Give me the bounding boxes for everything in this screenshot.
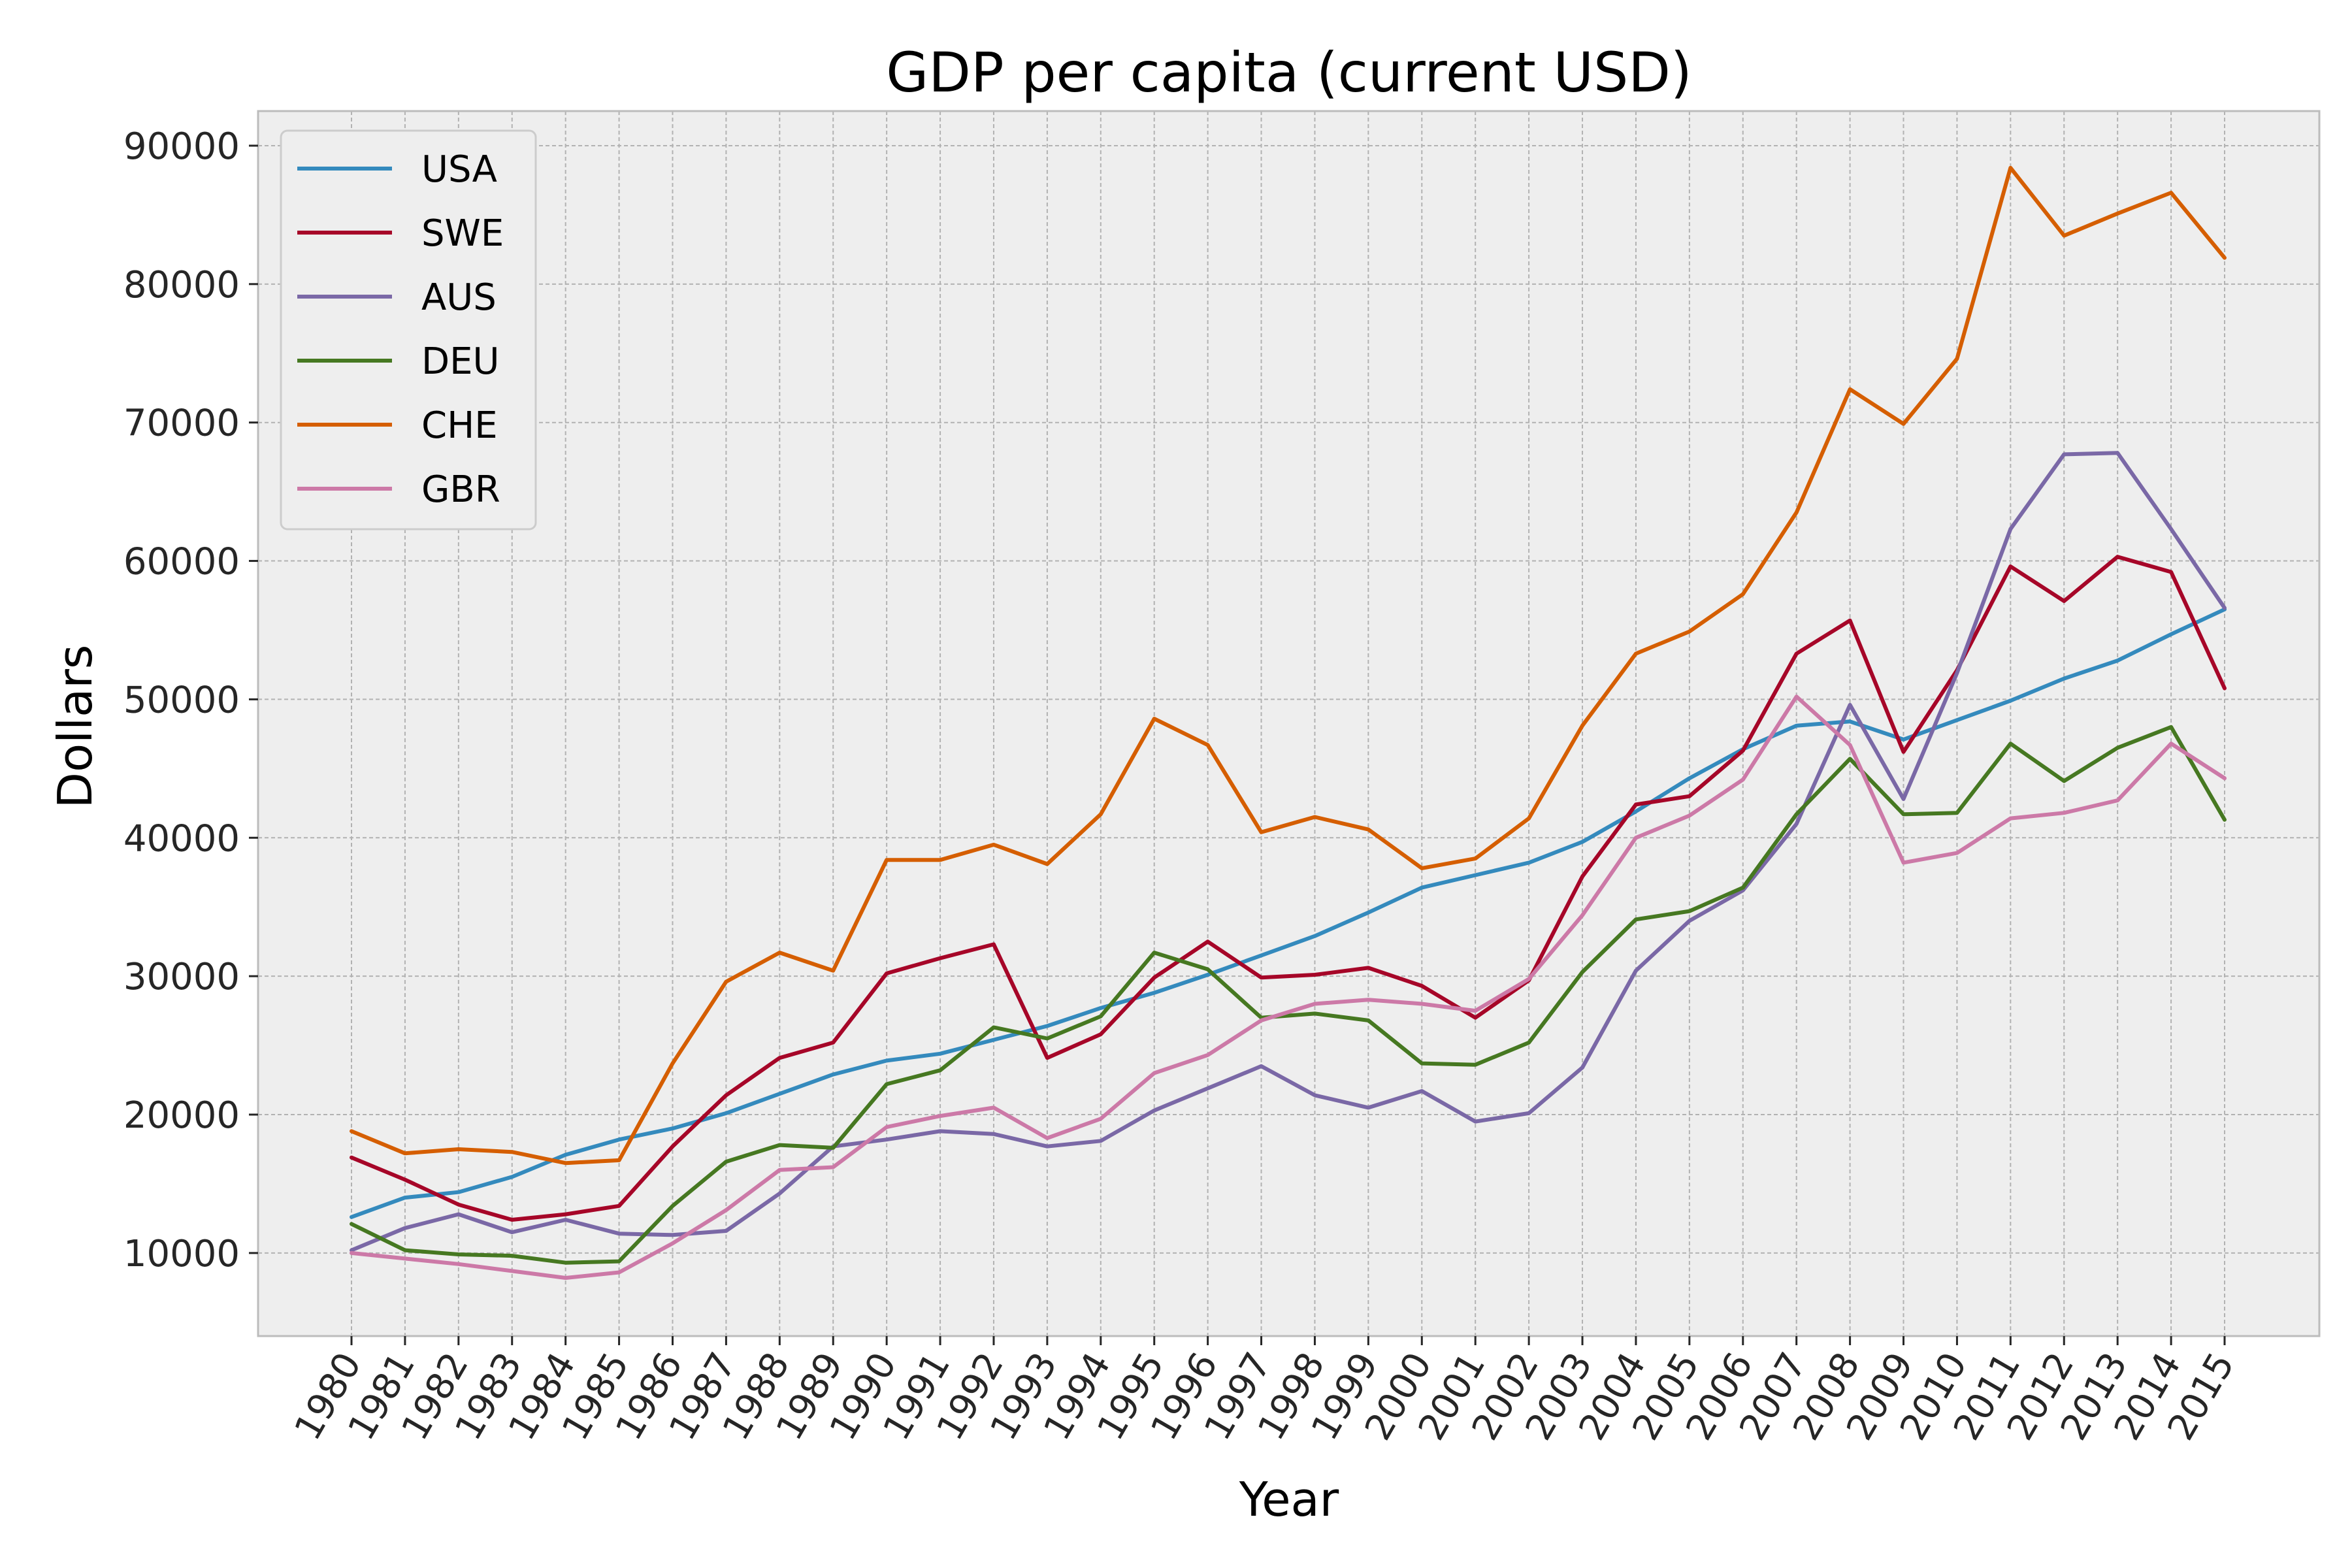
series-line-deu xyxy=(350,725,2227,1265)
plot-area xyxy=(258,111,2319,1336)
series-lines xyxy=(350,165,2227,1280)
series-line-swe xyxy=(350,555,2227,1222)
plot-frame xyxy=(257,110,2321,1337)
y-tick-label: 30000 xyxy=(123,956,240,998)
y-axis-label: Dollars xyxy=(48,645,103,809)
legend-label-swe: SWE xyxy=(421,212,504,255)
legend-label-gbr: GBR xyxy=(421,468,500,511)
y-tick-label: 10000 xyxy=(123,1233,240,1275)
chart-title: GDP per capita (current USD) xyxy=(886,41,1692,105)
y-tick-label: 60000 xyxy=(123,541,240,583)
series-line-aus xyxy=(350,451,2227,1252)
legend: USA SWE AUS DEU CHE GBR xyxy=(280,129,537,531)
y-tick-label: 40000 xyxy=(123,817,240,860)
series-line-gbr xyxy=(350,694,2227,1280)
y-tick-label: 20000 xyxy=(123,1094,240,1137)
y-tick-label: 50000 xyxy=(123,679,240,721)
legend-label-aus: AUS xyxy=(421,276,497,319)
legend-label-deu: DEU xyxy=(421,340,500,383)
y-tick-label: 90000 xyxy=(123,125,240,168)
legend-label-che: CHE xyxy=(421,404,498,447)
x-axis-label: Year xyxy=(1239,1472,1339,1527)
series-line-che xyxy=(350,165,2227,1166)
legend-box xyxy=(280,129,537,531)
y-tick-label: 70000 xyxy=(123,402,240,445)
y-tick-label: 80000 xyxy=(123,264,240,306)
legend-label-usa: USA xyxy=(421,148,497,191)
